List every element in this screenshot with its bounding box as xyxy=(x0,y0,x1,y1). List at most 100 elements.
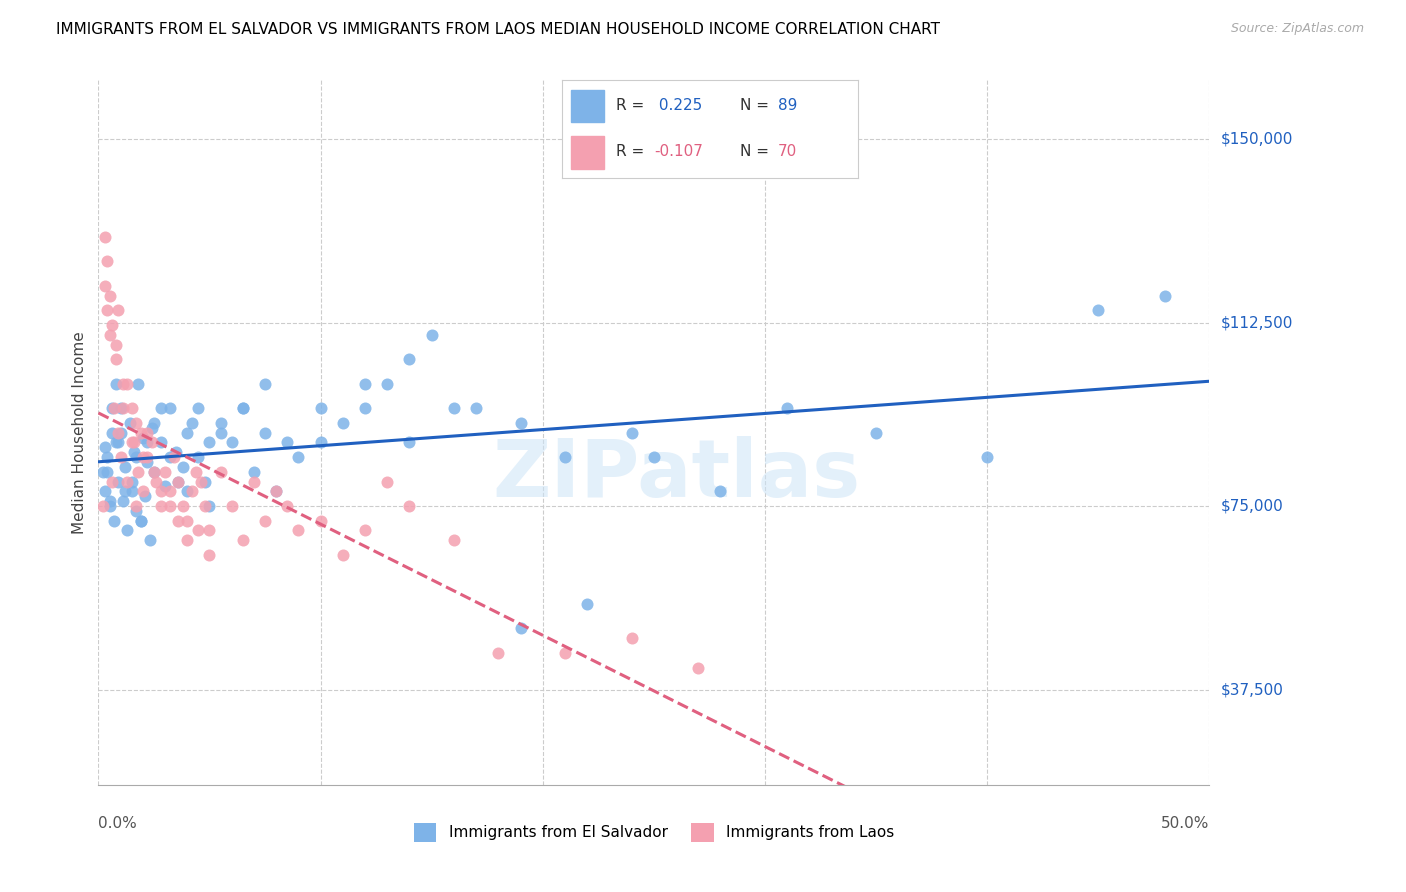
Text: 0.225: 0.225 xyxy=(654,98,702,113)
Text: $75,000: $75,000 xyxy=(1220,499,1284,514)
Point xyxy=(96,450,118,464)
Point xyxy=(117,524,139,538)
Point xyxy=(554,646,576,660)
Point xyxy=(186,465,208,479)
Point xyxy=(143,416,166,430)
Point xyxy=(180,416,202,430)
Point xyxy=(354,376,377,391)
Point xyxy=(98,499,121,513)
Point xyxy=(149,401,172,416)
Point xyxy=(167,475,190,489)
Text: ZIPatlas: ZIPatlas xyxy=(492,436,860,514)
Point xyxy=(145,475,167,489)
Point xyxy=(443,401,465,416)
Point xyxy=(398,352,420,367)
Point xyxy=(221,435,243,450)
Text: IMMIGRANTS FROM EL SALVADOR VS IMMIGRANTS FROM LAOS MEDIAN HOUSEHOLD INCOME CORR: IMMIGRANTS FROM EL SALVADOR VS IMMIGRANT… xyxy=(56,22,941,37)
Y-axis label: Median Household Income: Median Household Income xyxy=(72,331,87,534)
Text: R =: R = xyxy=(616,98,648,113)
Point xyxy=(1087,303,1109,318)
Point xyxy=(198,435,221,450)
Point xyxy=(509,621,531,635)
Point xyxy=(332,416,354,430)
Point xyxy=(91,499,114,513)
Point xyxy=(643,450,665,464)
Point xyxy=(209,465,232,479)
Point xyxy=(153,465,176,479)
Bar xyxy=(571,136,603,169)
Point xyxy=(132,484,155,499)
Point xyxy=(176,533,198,548)
Point xyxy=(865,425,887,440)
Point xyxy=(276,499,298,513)
Point xyxy=(125,499,148,513)
Point xyxy=(94,230,117,244)
Point xyxy=(232,533,254,548)
Point xyxy=(243,465,266,479)
Point xyxy=(149,484,172,499)
Point xyxy=(398,499,420,513)
Point xyxy=(375,475,398,489)
Point xyxy=(190,475,212,489)
Point xyxy=(136,450,159,464)
Point xyxy=(776,401,799,416)
Point xyxy=(121,435,143,450)
Point xyxy=(149,499,172,513)
Point xyxy=(165,445,187,459)
Point xyxy=(465,401,488,416)
Point xyxy=(1153,288,1175,302)
Point xyxy=(187,524,209,538)
Point xyxy=(100,425,122,440)
Point xyxy=(198,548,221,562)
Point xyxy=(111,401,134,416)
Point xyxy=(98,494,121,508)
Point xyxy=(122,445,145,459)
Point xyxy=(159,484,181,499)
Point xyxy=(554,450,576,464)
Point xyxy=(96,303,118,318)
Point xyxy=(167,475,190,489)
Text: $150,000: $150,000 xyxy=(1220,131,1292,146)
Point xyxy=(287,450,309,464)
Point xyxy=(132,450,155,464)
Point xyxy=(253,514,276,528)
Point xyxy=(141,421,163,435)
Point xyxy=(125,504,148,518)
Point xyxy=(159,401,181,416)
Text: 70: 70 xyxy=(778,145,797,160)
Point xyxy=(121,484,143,499)
Point xyxy=(159,450,181,464)
Text: Source: ZipAtlas.com: Source: ZipAtlas.com xyxy=(1230,22,1364,36)
Point xyxy=(94,440,117,454)
Point xyxy=(159,499,181,513)
Text: N =: N = xyxy=(740,98,773,113)
Point xyxy=(100,318,122,332)
Point xyxy=(127,376,149,391)
Point xyxy=(136,455,159,469)
Point xyxy=(620,631,643,645)
Text: R =: R = xyxy=(616,145,648,160)
Point xyxy=(264,484,287,499)
Point xyxy=(118,416,141,430)
Point xyxy=(136,435,159,450)
Point xyxy=(180,484,202,499)
Point xyxy=(111,494,134,508)
Point xyxy=(103,514,125,528)
Point xyxy=(209,425,232,440)
Point xyxy=(94,278,117,293)
Point xyxy=(354,401,377,416)
Point xyxy=(576,597,599,611)
Text: 0.0%: 0.0% xyxy=(98,815,138,830)
Point xyxy=(276,435,298,450)
Point xyxy=(98,288,121,302)
Point xyxy=(232,401,254,416)
Point xyxy=(141,435,163,450)
Text: 50.0%: 50.0% xyxy=(1161,815,1209,830)
Point xyxy=(172,499,194,513)
Point xyxy=(91,465,114,479)
Point xyxy=(167,514,190,528)
Point xyxy=(332,548,354,562)
Point xyxy=(194,475,217,489)
Point xyxy=(105,337,128,351)
Point xyxy=(125,416,148,430)
